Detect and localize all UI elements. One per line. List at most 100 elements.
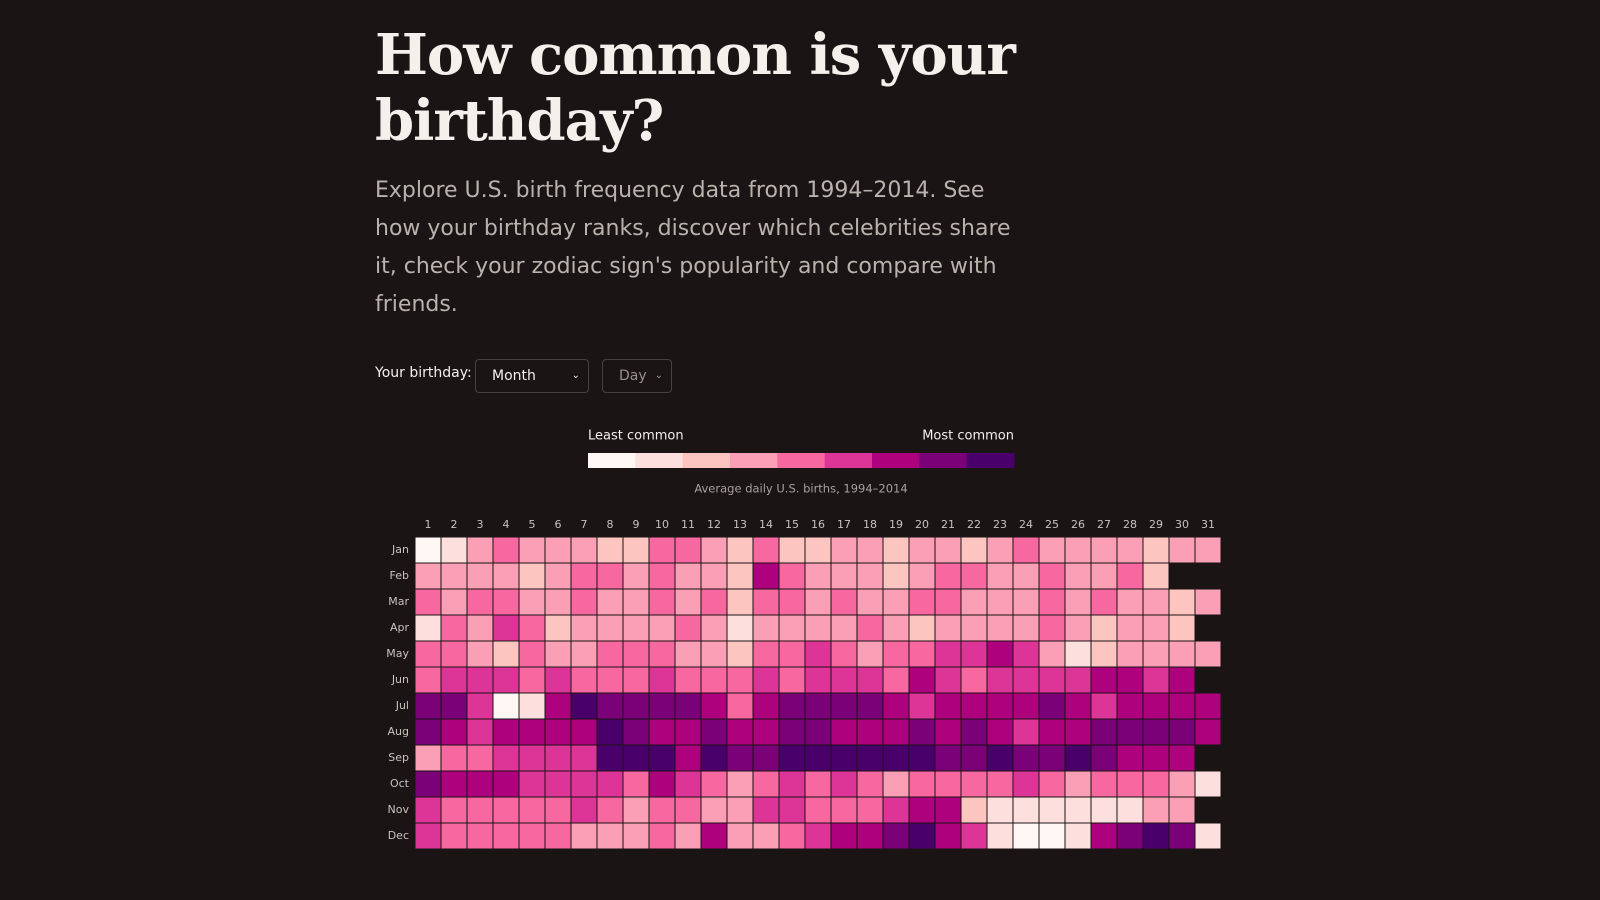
month-label: Aug (388, 725, 409, 738)
heatmap-cell (934, 666, 962, 694)
day-label: 6 (555, 518, 562, 531)
day-label: 8 (607, 518, 614, 531)
heatmap-cell (752, 796, 780, 824)
heatmap-cell (440, 692, 468, 720)
heatmap-cell (778, 744, 806, 772)
heatmap-cell (726, 614, 754, 642)
heatmap-cell (700, 796, 728, 824)
heatmap-cell (674, 536, 702, 564)
heatmap-cell (492, 536, 520, 564)
heatmap-cell (544, 588, 572, 616)
heatmap-cell (752, 770, 780, 798)
heatmap-cell (856, 822, 884, 850)
heatmap-cell (830, 640, 858, 668)
heatmap-cell (908, 744, 936, 772)
day-label: 5 (529, 518, 536, 531)
heatmap-cell (1038, 770, 1066, 798)
heatmap-cell (622, 666, 650, 694)
legend-low: Least common (588, 429, 684, 444)
heatmap-cell (518, 692, 546, 720)
heatmap-cell (934, 796, 962, 824)
heatmap-cell (986, 666, 1014, 694)
heatmap-cell (596, 614, 624, 642)
heatmap-cell (986, 770, 1014, 798)
heatmap-cell (518, 666, 546, 694)
heatmap-cell (1116, 666, 1144, 694)
heatmap-cell (544, 640, 572, 668)
heatmap-cell (1116, 744, 1144, 772)
legend-swatch (635, 453, 684, 468)
heatmap-cell (726, 562, 754, 590)
heatmap-cell (1064, 770, 1092, 798)
heatmap-cell (856, 588, 884, 616)
heatmap-cell (596, 536, 624, 564)
month-select[interactable]: Month ⌄ (475, 359, 589, 393)
heatmap-cell (700, 770, 728, 798)
heatmap-cell (1142, 588, 1170, 616)
heatmap-cell (1168, 796, 1196, 824)
heatmap-cell (1142, 692, 1170, 720)
heatmap-cell (804, 614, 832, 642)
heatmap-cell (752, 640, 780, 668)
heatmap-cell (414, 562, 442, 590)
heatmap-cell (778, 562, 806, 590)
heatmap-cell (882, 718, 910, 746)
heatmap-cell (570, 640, 598, 668)
heatmap-cell (1038, 718, 1066, 746)
heatmap-cell (804, 640, 832, 668)
heatmap-cell (700, 614, 728, 642)
heatmap-cell (440, 640, 468, 668)
heatmap-cell (466, 640, 494, 668)
day-label: 7 (581, 518, 588, 531)
heatmap-cell (544, 692, 572, 720)
heatmap-cell (726, 692, 754, 720)
heatmap-cell (466, 822, 494, 850)
heatmap-cell (882, 692, 910, 720)
heatmap-cell (518, 718, 546, 746)
legend-swatch (777, 453, 826, 468)
heatmap-cell (1038, 640, 1066, 668)
heatmap-cell (1194, 640, 1222, 668)
heatmap-cell (440, 666, 468, 694)
heatmap-cell (1090, 640, 1118, 668)
heatmap-cell (492, 588, 520, 616)
heatmap-cell (1090, 770, 1118, 798)
heatmap-cell (596, 640, 624, 668)
heatmap-cell (1064, 614, 1092, 642)
heatmap-cell (1090, 744, 1118, 772)
day-select[interactable]: Day ⌄ (602, 359, 672, 393)
heatmap-cell (596, 588, 624, 616)
heatmap-cell (1012, 588, 1040, 616)
heatmap-cell (1012, 718, 1040, 746)
heatmap-cell (960, 796, 988, 824)
heatmap-cell (882, 536, 910, 564)
heatmap-cell (882, 822, 910, 850)
heatmap-cell (492, 562, 520, 590)
heatmap-cell (648, 692, 676, 720)
heatmap-cell (466, 666, 494, 694)
heatmap-cell (700, 588, 728, 616)
heatmap-cell (648, 822, 676, 850)
heatmap-cell (492, 744, 520, 772)
birthday-label: Your birthday: (375, 365, 472, 381)
heatmap-cell (544, 822, 572, 850)
heatmap-cell (570, 614, 598, 642)
heatmap-cell (1142, 796, 1170, 824)
heatmap-cell (882, 666, 910, 694)
heatmap-cell (596, 770, 624, 798)
heatmap-cell (466, 588, 494, 616)
heatmap-cell (1090, 718, 1118, 746)
heatmap-cell (622, 744, 650, 772)
heatmap-cell (648, 718, 676, 746)
heatmap-cell (1142, 666, 1170, 694)
day-label: 14 (759, 518, 773, 531)
heatmap-cell (544, 562, 572, 590)
heatmap-cell (986, 562, 1014, 590)
heatmap-cell (492, 666, 520, 694)
heatmap-cell (518, 796, 546, 824)
heatmap-cell (752, 588, 780, 616)
heatmap-cell (648, 666, 676, 694)
heatmap-cell (466, 796, 494, 824)
day-label: 23 (993, 518, 1007, 531)
